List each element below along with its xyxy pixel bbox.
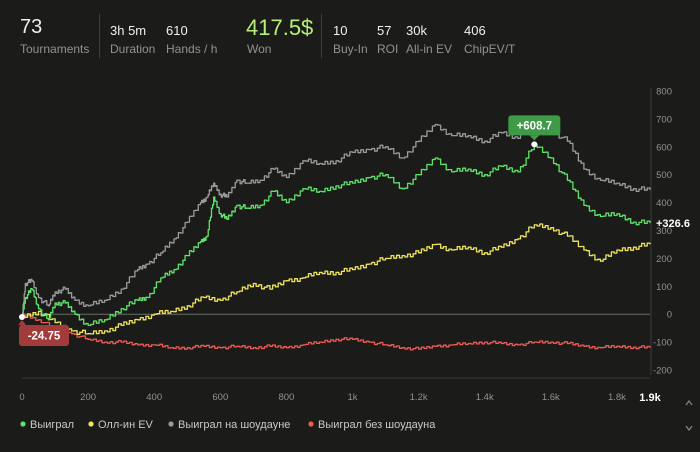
stat-chipev-per-t: 406 xyxy=(464,23,486,38)
chevron-down-icon xyxy=(685,425,693,432)
legend-dot xyxy=(20,421,26,427)
scroll-handle-top[interactable] xyxy=(684,395,694,406)
legend-item-won[interactable]: Выиграл xyxy=(20,419,74,431)
stats-bar: 73 Tournaments 3h 5m Duration 610 Hands … xyxy=(0,0,700,70)
y-tick-label: 400 xyxy=(656,198,672,209)
divider xyxy=(99,14,100,58)
stat-hands-per-hour: 610 xyxy=(166,23,188,38)
series-allin-ev-line xyxy=(22,223,651,335)
stat-value: 30k xyxy=(406,23,427,38)
stat-value: 10 xyxy=(333,23,348,38)
stat-buy-in: 10 xyxy=(333,23,347,38)
x-tick-label: 1.8k xyxy=(608,392,626,403)
max-point-marker xyxy=(531,141,538,148)
stat-value: 610 xyxy=(166,23,188,38)
series-showdown-line xyxy=(21,118,651,318)
y-tick-label: 700 xyxy=(656,114,672,125)
min-callout-box xyxy=(19,324,69,346)
divider xyxy=(321,14,322,58)
legend-label: Олл-ин EV xyxy=(98,419,154,431)
series-non-showdown-line xyxy=(22,313,651,351)
stat-allin-ev: 30k xyxy=(406,23,427,38)
x-tick-label: 400 xyxy=(146,392,162,403)
y-tick-label: 0 xyxy=(667,310,672,321)
stat-value: 3h 5m xyxy=(110,23,147,38)
x-tick-label: 800 xyxy=(278,392,294,403)
stat-label: Won xyxy=(247,42,272,56)
x-tick-label: 0 xyxy=(19,392,24,403)
x-end-label: 1.9k xyxy=(639,392,661,404)
y-tick-label: 200 xyxy=(656,254,672,265)
chevron-up-icon xyxy=(685,399,693,406)
legend-label: Выиграл xyxy=(30,419,74,431)
x-tick-label: 600 xyxy=(212,392,228,403)
legend-item-showdown[interactable]: Выиграл на шоудауне xyxy=(168,419,290,431)
max-callout-pointer xyxy=(529,135,540,141)
scroll-handle-bottom[interactable] xyxy=(684,420,694,432)
legend-dot xyxy=(88,421,94,427)
y-tick-label: 500 xyxy=(656,170,672,181)
end-value-label: +326.6 xyxy=(656,218,690,230)
max-callout-label: +608.7 xyxy=(517,120,553,132)
stat-value: 406 xyxy=(464,23,486,38)
stat-value: 417.5$ xyxy=(246,15,314,40)
stat-label: Tournaments xyxy=(20,42,90,56)
stat-duration: 3h 5m xyxy=(110,23,146,38)
stat-roi: 57 xyxy=(377,23,391,38)
x-tick-label: 1k xyxy=(348,392,358,403)
stat-value: 57 xyxy=(377,23,392,38)
y-tick-label: 300 xyxy=(656,226,672,237)
legend-dot xyxy=(308,421,314,427)
y-tick-label: -100 xyxy=(653,338,672,349)
stat-won: 417.5$ xyxy=(246,15,313,41)
y-tick-label: 800 xyxy=(656,87,672,98)
x-tick-label: 1.6k xyxy=(542,392,560,403)
legend-dot xyxy=(168,421,174,427)
stat-label: All-in EV xyxy=(406,42,453,56)
stat-value: 73 xyxy=(20,16,43,38)
legend-item-non-showdown[interactable]: Выиграл без шоудауна xyxy=(308,419,436,431)
y-tick-label: 600 xyxy=(656,142,672,153)
y-tick-label: -200 xyxy=(653,366,672,377)
stat-tournaments: 73 xyxy=(20,16,42,39)
legend-label: Выиграл без шоудауна xyxy=(318,419,436,431)
profit-chart: 800 700 600 500 400 300 200 100 0 -100 -200 0 200 400… xyxy=(18,87,690,431)
x-tick-label: 200 xyxy=(80,392,96,403)
stat-label: Duration xyxy=(110,42,156,56)
series-won-line xyxy=(21,143,651,327)
legend-label: Выиграл на шоудауне xyxy=(178,419,290,431)
legend-item-allin-ev[interactable]: Олл-ин EV xyxy=(88,419,154,431)
min-callout-pointer xyxy=(18,319,26,325)
min-callout-label: -24.75 xyxy=(28,330,61,342)
stat-label: Buy-In xyxy=(333,42,368,56)
x-tick-label: 1.2k xyxy=(410,392,428,403)
stat-label: ROI xyxy=(377,42,399,56)
stat-label: Hands / h xyxy=(166,42,218,56)
max-callout-box xyxy=(508,115,561,136)
min-point-marker xyxy=(19,313,25,320)
stat-label: ChipEV/T xyxy=(464,42,516,56)
y-tick-label: 100 xyxy=(656,282,672,293)
x-tick-label: 1.4k xyxy=(476,392,494,403)
